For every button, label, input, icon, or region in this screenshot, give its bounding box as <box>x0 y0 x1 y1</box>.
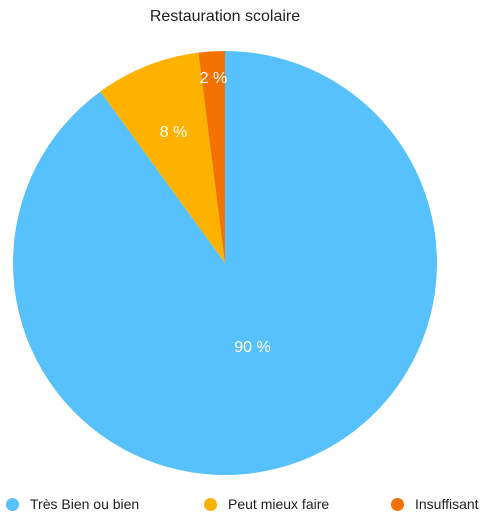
legend: Très Bien ou bien Peut mieux faire Insuf… <box>0 496 492 518</box>
legend-item-peut-mieux-faire[interactable]: Peut mieux faire <box>204 496 329 512</box>
pie-slice-0[interactable] <box>13 51 438 475</box>
legend-label: Insuffisant <box>415 496 479 512</box>
pie-slice-2[interactable] <box>198 51 225 263</box>
legend-item-tres-bien[interactable]: Très Bien ou bien <box>6 496 139 512</box>
legend-marker-icon <box>204 497 217 511</box>
slice-label-2: 2 % <box>200 70 228 87</box>
slice-label-1: 8 % <box>160 124 188 141</box>
pie-chart: 90 % 8 % 2 % <box>13 51 438 475</box>
chart-title: Restauration scolaire <box>149 8 301 25</box>
legend-label: Très Bien ou bien <box>30 496 140 512</box>
slice-label-0: 90 % <box>234 339 270 356</box>
pie-slice-1[interactable] <box>100 52 225 263</box>
legend-item-insuffisant[interactable]: Insuffisant <box>391 496 479 512</box>
legend-label: Peut mieux faire <box>228 496 330 512</box>
legend-marker-icon <box>391 497 404 511</box>
legend-marker-icon <box>6 497 19 511</box>
